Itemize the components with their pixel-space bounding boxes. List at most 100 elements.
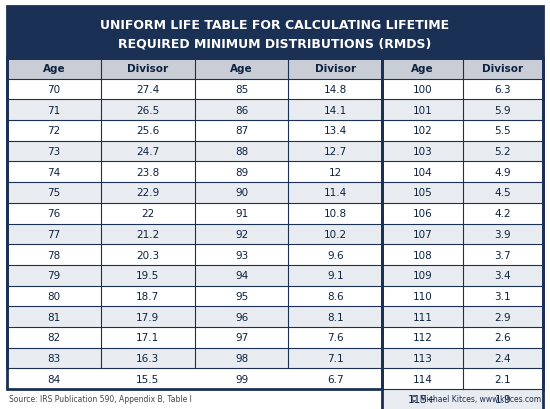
Text: 82: 82 [47,333,60,342]
Bar [7,265,543,286]
Text: 113: 113 [412,353,432,363]
Text: 16.3: 16.3 [136,353,160,363]
Text: 7.1: 7.1 [327,353,344,363]
Text: 4.9: 4.9 [494,167,511,178]
Text: 93: 93 [235,250,248,260]
Bar [7,162,543,183]
Text: 9.6: 9.6 [327,250,344,260]
Bar [7,245,543,265]
Text: 110: 110 [412,291,432,301]
Text: 3.9: 3.9 [494,229,511,239]
Bar [7,142,543,162]
Text: 77: 77 [47,229,60,239]
Text: 5.5: 5.5 [494,126,511,136]
Text: Divisor: Divisor [127,64,168,74]
Text: 98: 98 [235,353,248,363]
Bar [7,183,543,203]
Text: 14.1: 14.1 [323,106,347,115]
Text: 19.5: 19.5 [136,271,160,281]
Text: 25.6: 25.6 [136,126,160,136]
Text: 27.4: 27.4 [136,85,160,95]
Text: 26.5: 26.5 [136,106,160,115]
Text: 73: 73 [47,147,60,157]
Text: 10.2: 10.2 [324,229,347,239]
Text: 18.7: 18.7 [136,291,160,301]
Text: 87: 87 [235,126,248,136]
Text: 109: 109 [412,271,432,281]
Text: 105: 105 [412,188,432,198]
Text: 2.9: 2.9 [494,312,511,322]
Text: Age: Age [230,64,253,74]
Text: 100: 100 [412,85,432,95]
Bar [7,327,543,348]
Text: 21.2: 21.2 [136,229,160,239]
Text: Source: IRS Publication 590, Appendix B, Table I: Source: IRS Publication 590, Appendix B,… [9,395,192,404]
Text: 3.4: 3.4 [494,271,511,281]
Bar [7,203,543,224]
Text: 108: 108 [412,250,432,260]
Bar [7,7,543,59]
Bar [7,79,543,100]
Bar [7,286,543,306]
Text: 91: 91 [235,209,248,219]
Text: 71: 71 [47,106,60,115]
Text: 3.1: 3.1 [494,291,511,301]
Text: 97: 97 [235,333,248,342]
Text: 3.7: 3.7 [494,250,511,260]
Text: 70: 70 [47,85,60,95]
Text: 85: 85 [235,85,248,95]
Text: 12.7: 12.7 [323,147,347,157]
Text: 112: 112 [412,333,432,342]
Text: 89: 89 [235,167,248,178]
Text: 74: 74 [47,167,60,178]
Text: 81: 81 [47,312,60,322]
Text: 102: 102 [412,126,432,136]
Text: Divisor: Divisor [315,64,356,74]
Text: 23.8: 23.8 [136,167,160,178]
Text: 20.3: 20.3 [136,250,160,260]
Text: 8.1: 8.1 [327,312,344,322]
Bar [7,224,543,245]
Text: 5.9: 5.9 [494,106,511,115]
Text: 104: 104 [412,167,432,178]
Text: 90: 90 [235,188,248,198]
Text: 9.1: 9.1 [327,271,344,281]
Text: 14.8: 14.8 [323,85,347,95]
Text: 103: 103 [412,147,432,157]
Text: 4.5: 4.5 [494,188,511,198]
Bar [382,389,543,409]
Text: 72: 72 [47,126,60,136]
Text: 1.9: 1.9 [494,394,511,405]
Text: 2.6: 2.6 [494,333,511,342]
Text: 2.4: 2.4 [494,353,511,363]
Text: 17.9: 17.9 [136,312,160,322]
Text: 84: 84 [47,374,60,384]
Text: Age: Age [411,64,434,74]
Bar [382,59,543,409]
Text: 80: 80 [47,291,60,301]
Text: 2.1: 2.1 [494,374,511,384]
Text: 78: 78 [47,250,60,260]
Text: 115+: 115+ [408,394,437,405]
Text: 10.8: 10.8 [324,209,347,219]
Text: REQUIRED MINIMUM DISTRIBUTIONS (RMDS): REQUIRED MINIMUM DISTRIBUTIONS (RMDS) [118,38,432,51]
Text: 11.4: 11.4 [323,188,347,198]
Text: 99: 99 [235,374,248,384]
Text: 22: 22 [141,209,155,219]
Text: 79: 79 [47,271,60,281]
Text: 17.1: 17.1 [136,333,160,342]
Text: 95: 95 [235,291,248,301]
Text: 5.2: 5.2 [494,147,511,157]
Text: 96: 96 [235,312,248,322]
Text: 75: 75 [47,188,60,198]
Text: 7.6: 7.6 [327,333,344,342]
Text: 111: 111 [412,312,432,322]
Text: 13.4: 13.4 [323,126,347,136]
Text: 114: 114 [412,374,432,384]
Bar [7,369,543,389]
Text: 12: 12 [329,167,342,178]
Text: Age: Age [42,64,65,74]
Text: 92: 92 [235,229,248,239]
Text: 22.9: 22.9 [136,188,160,198]
Text: 24.7: 24.7 [136,147,160,157]
